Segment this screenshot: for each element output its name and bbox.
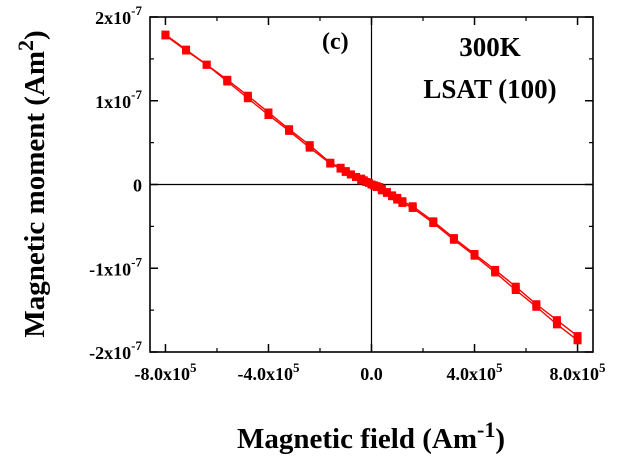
y-axis-title-sup: 2 xyxy=(13,40,38,51)
data-point xyxy=(357,176,366,185)
data-point xyxy=(372,183,381,192)
x-tick-label: -4.0x105 xyxy=(237,360,300,384)
y-tick-label-base: 2x10 xyxy=(95,8,131,28)
data-point xyxy=(346,170,355,179)
y-tick-label-exp: -7 xyxy=(131,3,142,18)
y-tick-label-base: -2x10 xyxy=(89,343,131,363)
x-axis-title: Magnetic field (Am-1) xyxy=(237,417,505,455)
y-tick-label-exp: -7 xyxy=(131,87,142,102)
x-axis-title-close: ) xyxy=(495,423,505,455)
data-point xyxy=(573,332,582,341)
data-point xyxy=(336,164,345,173)
data-point xyxy=(573,336,582,345)
data-point xyxy=(491,268,500,277)
x-tick-label-base: -4.0x10 xyxy=(237,364,293,384)
data-point xyxy=(393,195,402,204)
data-point xyxy=(367,180,376,189)
x-tick-label-exp: 5 xyxy=(599,360,606,375)
data-point xyxy=(243,94,252,103)
y-tick-label: 0 xyxy=(133,176,142,196)
x-tick-label-base: 8.0x10 xyxy=(550,364,600,384)
x-tick-label-base: -8.0x10 xyxy=(134,364,190,384)
data-point xyxy=(429,219,438,228)
data-point xyxy=(305,143,314,152)
y-tick-label-base: 1x10 xyxy=(95,92,131,112)
y-tick-label-exp: -7 xyxy=(131,338,142,353)
x-tick-label: 8.0x105 xyxy=(550,360,607,384)
y-tick-label: 1x10-7 xyxy=(95,87,142,112)
data-point xyxy=(382,188,391,197)
x-tick-label-exp: 5 xyxy=(293,360,300,375)
data-point xyxy=(264,110,273,119)
data-point xyxy=(341,167,350,176)
x-tick-label: 0.0 xyxy=(360,364,383,384)
data-point xyxy=(470,251,479,260)
data-point xyxy=(532,302,541,311)
data-point xyxy=(449,235,458,244)
y-tick-label: -1x10-7 xyxy=(89,254,142,279)
data-point xyxy=(362,177,371,186)
series-layer xyxy=(161,30,582,345)
data-point xyxy=(223,77,232,86)
x-tick-label: -8.0x105 xyxy=(134,360,197,384)
x-axis-title-sup: -1 xyxy=(477,417,495,442)
data-point xyxy=(388,192,397,201)
data-point xyxy=(161,31,170,40)
data-point xyxy=(398,198,407,207)
y-axis-title: Magnetic moment (Am2) xyxy=(13,30,51,337)
x-tick-label-exp: 5 xyxy=(190,360,197,375)
data-point xyxy=(285,126,294,135)
x-tick-labels: -8.0x105 -4.0x105 0.0 4.0x105 8.0x105 xyxy=(134,360,606,384)
x-tick-label-exp: 5 xyxy=(496,360,503,375)
panel-label: (c) xyxy=(322,29,349,55)
x-tick-label: 4.0x105 xyxy=(447,360,504,384)
data-point xyxy=(552,316,561,325)
x-tick-label-base: 0.0 xyxy=(360,364,383,384)
x-axis-title-main: Magnetic field (Am xyxy=(237,423,477,455)
axis-ticks xyxy=(150,16,593,353)
data-point xyxy=(408,203,417,212)
data-point xyxy=(511,286,520,295)
y-tick-label-exp: -7 xyxy=(131,254,142,269)
data-point xyxy=(182,46,191,55)
y-tick-label: -2x10-7 xyxy=(89,338,142,363)
data-point xyxy=(352,172,361,181)
temperature-annotation: 300K xyxy=(459,32,521,62)
y-tick-label: 2x10-7 xyxy=(95,3,142,28)
y-tick-label-base: 0 xyxy=(133,176,142,196)
x-tick-label-base: 4.0x10 xyxy=(447,364,497,384)
data-point xyxy=(326,159,335,168)
data-point xyxy=(552,320,561,329)
y-tick-label-base: -1x10 xyxy=(89,259,131,279)
substrate-annotation: LSAT (100) xyxy=(423,74,556,104)
y-axis-title-main: Magnetic moment (Am xyxy=(19,51,51,338)
y-axis-title-close: ) xyxy=(19,30,51,40)
data-point xyxy=(377,186,386,195)
data-point xyxy=(202,60,211,69)
